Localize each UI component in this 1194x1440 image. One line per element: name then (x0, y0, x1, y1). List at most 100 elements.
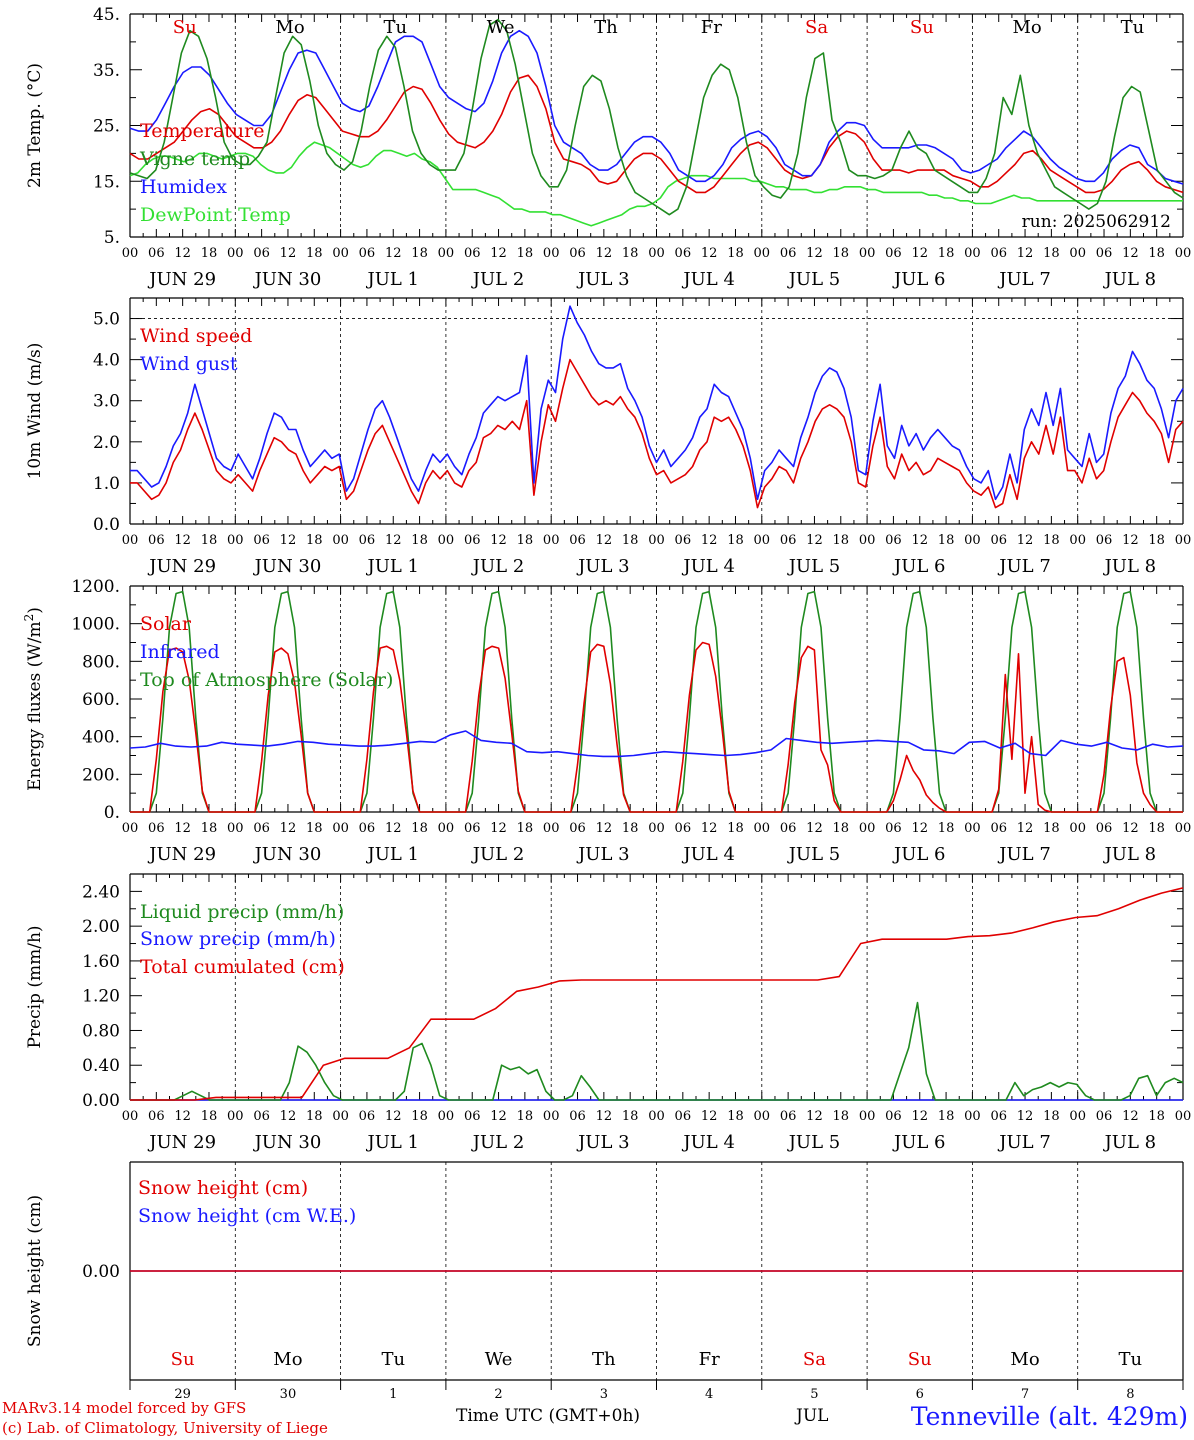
legend-entry: Snow precip (mm/h) (140, 928, 336, 950)
date-label: JUL 8 (1103, 269, 1157, 290)
date-label: JUN 30 (253, 1132, 322, 1153)
y-tick-label: 1200. (71, 577, 120, 597)
hour-tick-label: 06 (464, 821, 481, 836)
hour-tick-label: 06 (569, 533, 586, 548)
day-number: 8 (1126, 1387, 1134, 1402)
hour-tick-label: 12 (596, 533, 613, 548)
hour-tick-label: 00 (964, 533, 981, 548)
hour-tick-label: 06 (253, 246, 270, 261)
hour-tick-label: 18 (411, 246, 428, 261)
panel-2-legend: Wind speed Wind gust (140, 325, 252, 375)
date-label: JUL 3 (576, 844, 630, 865)
hour-tick-label: 18 (306, 1109, 323, 1124)
panel-5-y-tick-labels: 0.00 (82, 1262, 120, 1282)
hour-tick-label: 00 (332, 1109, 349, 1124)
hour-tick-label: 00 (1175, 533, 1192, 548)
date-label: JUL 8 (1103, 556, 1157, 577)
series-wind-speed-line (130, 358, 1184, 509)
hour-tick-label: 12 (806, 533, 823, 548)
hour-tick-label: 12 (385, 246, 402, 261)
hour-tick-label: 00 (543, 533, 560, 548)
day-number: 7 (1021, 1387, 1029, 1402)
run-label: run: 2025062912 (1022, 212, 1171, 232)
hour-tick-label: 00 (648, 1109, 665, 1124)
weekday-labels-bottom: Su Mo Tu We Th Fr Sa Su Mo Tu (171, 1349, 1142, 1370)
date-label: JUN 29 (147, 1132, 216, 1153)
hour-tick-label: 00 (964, 246, 981, 261)
panel-2-hour-labels: 00 06 12 18 00 06 12 18 00 06 12 18 00 06 12 18 00 06 12 18… (122, 533, 1192, 548)
hour-tick-label: 18 (201, 246, 218, 261)
hour-tick-label: 00 (859, 533, 876, 548)
hour-tick-label: 06 (1096, 1109, 1113, 1124)
panel-1-legend: Temperature Vigne temp Humidex DewPoint Tem… (139, 120, 291, 226)
date-label: JUL 2 (471, 1132, 525, 1153)
hour-tick-label: 18 (517, 1109, 534, 1124)
date-label: JUN 29 (147, 556, 216, 577)
weekday-label: Su (173, 17, 197, 38)
series-total-cumulated-line (130, 887, 1184, 1101)
hour-tick-label: 18 (1148, 246, 1165, 261)
date-label: JUL 5 (787, 1132, 841, 1153)
hour-tick-label: 18 (411, 821, 428, 836)
panel-1-y-tick-labels: 45. 35. 25. 15. 5. (93, 5, 120, 248)
y-tick-label: 600. (82, 690, 120, 710)
date-label: JUL 4 (681, 844, 735, 865)
y-tick-label: 400. (82, 728, 120, 748)
panel-5-legend: Snow height (cm) Snow height (cm W.E.) (138, 1177, 356, 1227)
hour-tick-label: 18 (306, 533, 323, 548)
hour-tick-label: 12 (701, 246, 718, 261)
date-label: JUL 7 (997, 556, 1051, 577)
hour-tick-label: 18 (938, 1109, 955, 1124)
weekday-label: Mo (1013, 17, 1042, 38)
hour-tick-label: 12 (174, 246, 191, 261)
date-label: JUL 1 (365, 269, 419, 290)
hour-tick-label: 18 (1043, 821, 1060, 836)
hour-tick-label: 18 (833, 821, 850, 836)
date-label: JUL 1 (365, 556, 419, 577)
hour-tick-label: 00 (1069, 821, 1086, 836)
hour-tick-label: 12 (1122, 821, 1139, 836)
hour-tick-label: 00 (648, 533, 665, 548)
series-dewpoint-temp-line (129, 141, 1183, 227)
date-label: JUL 2 (471, 556, 525, 577)
hour-tick-label: 06 (464, 246, 481, 261)
day-number-labels: 29 30 1 2 3 4 5 6 7 8 (174, 1387, 1134, 1402)
hour-tick-label: 00 (438, 246, 455, 261)
date-label: JUL 8 (1103, 844, 1157, 865)
hour-tick-label: 12 (911, 533, 928, 548)
hour-tick-label: 12 (1017, 821, 1034, 836)
hour-tick-label: 00 (543, 1109, 560, 1124)
hour-tick-label: 00 (438, 821, 455, 836)
day-number: 4 (705, 1387, 713, 1402)
hour-tick-label: 18 (1148, 533, 1165, 548)
date-label: JUN 30 (253, 269, 322, 290)
hour-tick-label: 12 (174, 821, 191, 836)
date-label: JUL 3 (576, 1132, 630, 1153)
hour-tick-label: 00 (543, 821, 560, 836)
date-label: JUL 6 (892, 1132, 946, 1153)
day-number: 30 (280, 1387, 297, 1402)
series-vigne-temp-line (129, 18, 1184, 216)
hour-tick-label: 12 (806, 1109, 823, 1124)
legend-entry: Snow height (cm W.E.) (138, 1205, 356, 1227)
lab-credit: (c) Lab. of Climatology, University of L… (2, 1419, 328, 1437)
hour-tick-label: 00 (227, 1109, 244, 1124)
hour-tick-label: 06 (990, 246, 1007, 261)
y-tick-label: 1.20 (82, 987, 120, 1007)
weekday-label: Su (908, 1349, 932, 1370)
date-label: JUL 1 (365, 1132, 419, 1153)
y-tick-label: 2.0 (93, 433, 120, 453)
hour-tick-label: 06 (780, 246, 797, 261)
date-label: JUL 4 (681, 269, 735, 290)
hour-tick-label: 06 (990, 1109, 1007, 1124)
hour-tick-label: 12 (174, 1109, 191, 1124)
hour-tick-label: 00 (227, 821, 244, 836)
hour-tick-label: 18 (727, 1109, 744, 1124)
hour-tick-label: 00 (1069, 246, 1086, 261)
date-label: JUL 5 (787, 844, 841, 865)
hour-tick-label: 00 (122, 821, 139, 836)
y-tick-label: 0.00 (82, 1091, 120, 1111)
hour-tick-label: 00 (227, 246, 244, 261)
weekday-label: We (487, 17, 515, 38)
y-tick-label: 4.0 (93, 351, 120, 371)
